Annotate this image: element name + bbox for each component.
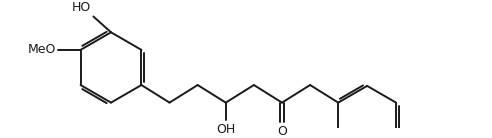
- Text: OH: OH: [216, 123, 235, 136]
- Text: MeO: MeO: [28, 43, 56, 56]
- Text: HO: HO: [71, 1, 91, 14]
- Text: O: O: [277, 125, 287, 138]
